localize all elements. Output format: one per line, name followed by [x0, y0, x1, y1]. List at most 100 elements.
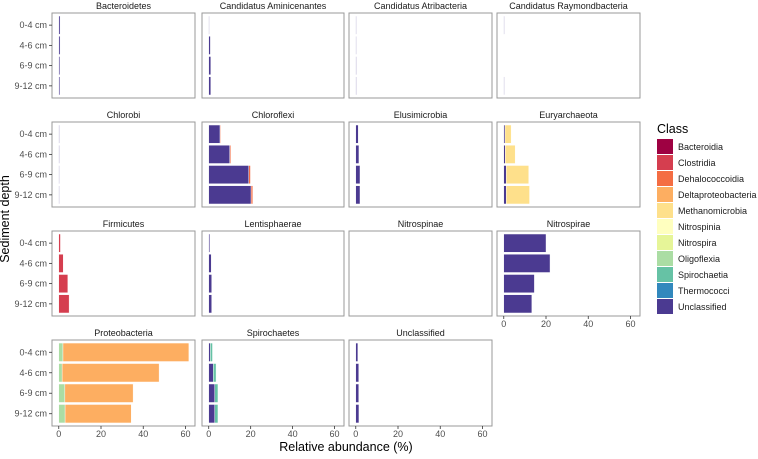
legend-label: Dehalococcoidia — [678, 174, 744, 184]
legend-key — [657, 235, 673, 250]
facet-title: Candidatus Aminicenantes — [220, 1, 327, 11]
panel-background — [52, 122, 195, 207]
y-tick-label: 4-6 cm — [19, 149, 47, 159]
x-tick-label: 40 — [435, 429, 445, 439]
bar-segment — [503, 294, 533, 314]
legend-label: Oligoflexia — [678, 254, 720, 264]
bar-segment — [58, 36, 61, 55]
bar-segment — [355, 165, 361, 184]
x-tick-label: 60 — [330, 429, 340, 439]
bar-segment — [208, 124, 221, 144]
legend-item: Clostridia — [657, 155, 716, 170]
bar-segment — [229, 145, 231, 164]
legend-label: Clostridia — [678, 158, 716, 168]
x-tick-label: 0 — [206, 429, 211, 439]
legend-item: Unclassified — [657, 299, 727, 314]
bar-segment — [208, 165, 249, 184]
bar-segment — [208, 56, 212, 75]
bar-segment — [208, 342, 211, 362]
bar-segment — [208, 404, 215, 424]
bar-segment — [58, 76, 61, 96]
x-tick-label: 0 — [501, 319, 506, 329]
bar-segment — [208, 185, 252, 205]
legend-label: Bacteroidia — [678, 142, 723, 152]
panel-background — [349, 340, 492, 426]
bar-segment — [58, 15, 61, 35]
bar-segment — [208, 36, 211, 55]
legend-item: Deltaproteobacteria — [657, 187, 757, 202]
panel-border — [348, 121, 493, 208]
panel-border — [201, 230, 345, 317]
facet-title: Unclassified — [396, 328, 445, 338]
panel-border — [51, 121, 196, 208]
panel-background — [349, 122, 492, 207]
y-tick-label: 4-6 cm — [19, 368, 47, 378]
facet-panel: Lentisphaerae — [201, 219, 345, 317]
legend-item: Spirochaetia — [657, 267, 728, 282]
facet-panel: Euryarchaeota — [496, 110, 641, 208]
panel-border — [348, 12, 493, 99]
bar-segment — [208, 254, 212, 273]
facet-panel: Bacteroidetes 0-4 cm 4-6 cm 6-9 cm 9-12 cm — [14, 1, 196, 99]
legend-item: Thermococci — [657, 283, 730, 298]
panel-background — [52, 231, 195, 316]
panel-border — [348, 339, 493, 427]
panel-background — [349, 231, 492, 316]
y-tick-label: 0-4 cm — [19, 129, 47, 139]
x-tick-label: 0 — [56, 429, 61, 439]
bar-segment — [504, 124, 512, 144]
bar-segment — [62, 342, 190, 362]
legend-item: Nitrospinia — [657, 219, 721, 234]
bar-segment — [355, 185, 361, 205]
y-tick-label: 6-9 cm — [19, 61, 47, 71]
panel-border — [201, 121, 345, 208]
x-tick-label: 60 — [477, 429, 487, 439]
bar-segment — [58, 383, 66, 403]
panel-border — [348, 230, 493, 317]
legend-key — [657, 299, 673, 314]
facet-panel: Candidatus Raymondbacteria — [496, 1, 641, 99]
bar-segment — [208, 294, 212, 314]
x-tick-label: 60 — [625, 319, 635, 329]
bar-segment — [248, 165, 251, 184]
bar-segment — [58, 294, 70, 314]
bar-segment — [250, 185, 253, 205]
legend-key — [657, 251, 673, 266]
y-tick-label: 4-6 cm — [19, 40, 47, 50]
legend-title: Class — [657, 122, 688, 136]
panel-border — [201, 339, 345, 427]
bar-segment — [58, 404, 66, 424]
legend-key — [657, 283, 673, 298]
bar-segment — [503, 165, 507, 184]
bar-segment — [58, 165, 60, 184]
x-tick-label: 20 — [393, 429, 403, 439]
bar-segment — [355, 404, 360, 424]
bar-segment — [61, 363, 160, 383]
bar-segment — [503, 254, 551, 273]
legend-label: Deltaproteobacteria — [678, 190, 757, 200]
legend-key — [657, 171, 673, 186]
y-tick-label: 0-4 cm — [19, 347, 47, 357]
facet-title: Nitrospinae — [398, 219, 444, 229]
legend-item: Oligoflexia — [657, 251, 720, 266]
facet-panel: Proteobacteria 0-4 cm 4-6 cm 6-9 cm 9-12 cm 0… — [14, 328, 196, 439]
bar-segment — [208, 76, 212, 96]
facet-title: Euryarchaeota — [539, 110, 598, 120]
legend-key — [657, 267, 673, 282]
legend-item: Dehalococcoidia — [657, 171, 744, 186]
legend-item: Methanomicrobia — [657, 203, 747, 218]
bar-segment — [64, 383, 134, 403]
panel-border — [51, 339, 196, 427]
bar-segment — [58, 145, 60, 164]
legend-label: Methanomicrobia — [678, 206, 747, 216]
y-tick-label: 9-12 cm — [14, 81, 47, 91]
facet-title: Firmicutes — [103, 219, 145, 229]
bar-segment — [210, 342, 213, 362]
bar-segment — [214, 383, 219, 403]
y-axis-title: Sediment depth — [0, 175, 12, 263]
panel-border — [496, 121, 641, 208]
y-tick-label: 4-6 cm — [19, 258, 47, 268]
bar-segment — [355, 342, 359, 362]
panel-background — [349, 13, 492, 98]
